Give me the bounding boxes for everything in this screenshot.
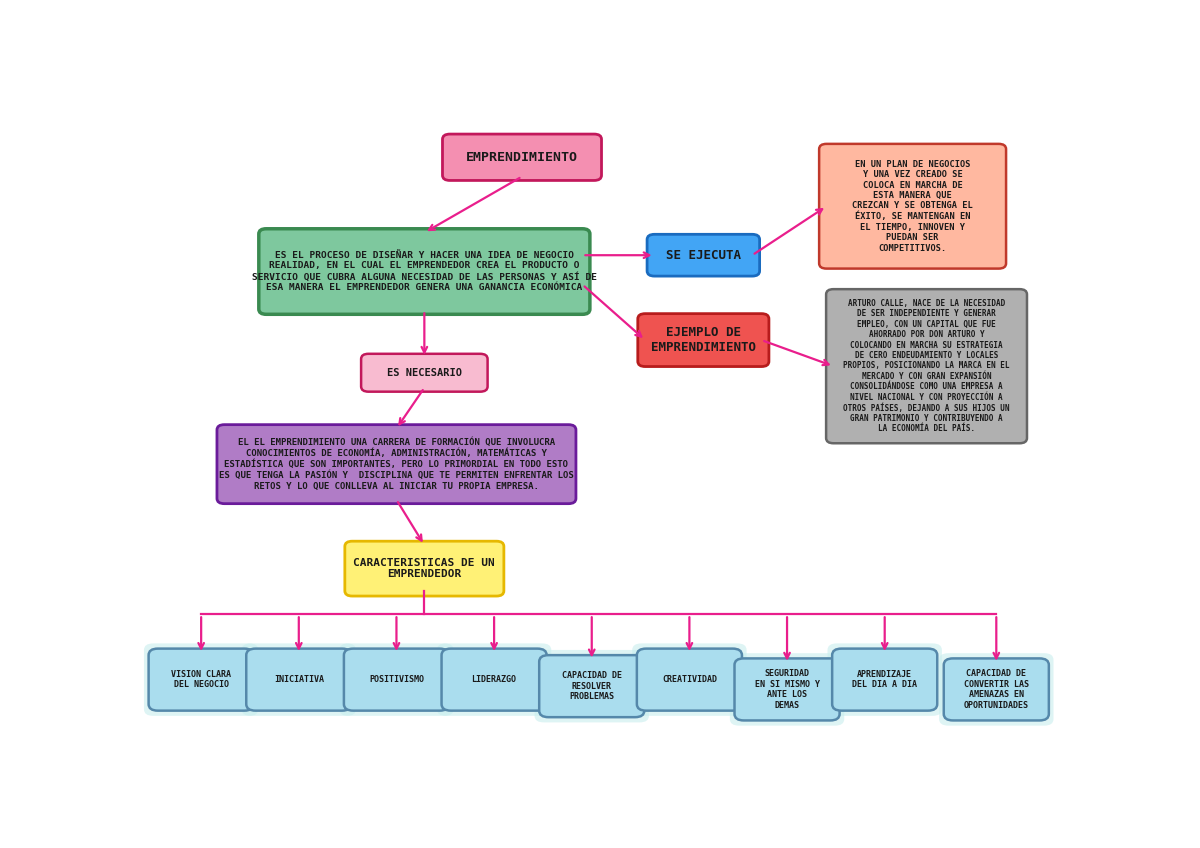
Text: INICIATIVA: INICIATIVA bbox=[274, 675, 324, 684]
FancyBboxPatch shape bbox=[826, 289, 1027, 444]
FancyBboxPatch shape bbox=[820, 144, 1006, 269]
FancyBboxPatch shape bbox=[344, 541, 504, 596]
FancyBboxPatch shape bbox=[149, 649, 253, 711]
FancyBboxPatch shape bbox=[259, 229, 590, 315]
FancyBboxPatch shape bbox=[632, 644, 746, 716]
FancyBboxPatch shape bbox=[443, 134, 601, 181]
FancyBboxPatch shape bbox=[534, 650, 649, 722]
Text: CAPACIDAD DE
RESOLVER
PROBLEMAS: CAPACIDAD DE RESOLVER PROBLEMAS bbox=[562, 672, 622, 701]
FancyBboxPatch shape bbox=[734, 658, 840, 721]
FancyBboxPatch shape bbox=[943, 658, 1049, 721]
FancyBboxPatch shape bbox=[361, 354, 487, 392]
Text: CARACTERISTICAS DE UN
EMPRENDEDOR: CARACTERISTICAS DE UN EMPRENDEDOR bbox=[354, 558, 496, 579]
FancyBboxPatch shape bbox=[940, 653, 1054, 726]
Text: POSITIVISMO: POSITIVISMO bbox=[368, 675, 424, 684]
Text: ES EL PROCESO DE DISEÑAR Y HACER UNA IDEA DE NEGOCIO
REALIDAD, EN EL CUAL EL EMP: ES EL PROCESO DE DISEÑAR Y HACER UNA IDE… bbox=[252, 251, 596, 292]
Text: ARTURO CALLE, NACE DE LA NECESIDAD
DE SER INDEPENDIENTE Y GENERAR
EMPLEO, CON UN: ARTURO CALLE, NACE DE LA NECESIDAD DE SE… bbox=[844, 299, 1010, 433]
FancyBboxPatch shape bbox=[539, 656, 644, 717]
FancyBboxPatch shape bbox=[437, 644, 551, 716]
FancyBboxPatch shape bbox=[241, 644, 356, 716]
Text: APRENDIZAJE
DEL DIA A DIA: APRENDIZAJE DEL DIA A DIA bbox=[852, 670, 917, 689]
FancyBboxPatch shape bbox=[828, 644, 942, 716]
Text: EMPRENDIMIENTO: EMPRENDIMIENTO bbox=[466, 151, 578, 164]
FancyBboxPatch shape bbox=[730, 653, 845, 726]
Text: CREATIVIDAD: CREATIVIDAD bbox=[662, 675, 716, 684]
Text: SEGURIDAD
EN SI MISMO Y
ANTE LOS
DEMAS: SEGURIDAD EN SI MISMO Y ANTE LOS DEMAS bbox=[755, 669, 820, 710]
Text: SE EJECUTA: SE EJECUTA bbox=[666, 248, 740, 262]
Text: EJEMPLO DE
EMPRENDIMIENTO: EJEMPLO DE EMPRENDIMIENTO bbox=[650, 326, 756, 354]
FancyBboxPatch shape bbox=[442, 649, 547, 711]
FancyBboxPatch shape bbox=[246, 649, 352, 711]
Text: VISION CLARA
DEL NEGOCIO: VISION CLARA DEL NEGOCIO bbox=[172, 670, 232, 689]
Text: CAPACIDAD DE
CONVERTIR LAS
AMENAZAS EN
OPORTUNIDADES: CAPACIDAD DE CONVERTIR LAS AMENAZAS EN O… bbox=[964, 669, 1028, 710]
Text: LIDERAZGO: LIDERAZGO bbox=[472, 675, 517, 684]
FancyBboxPatch shape bbox=[217, 425, 576, 504]
Text: EN UN PLAN DE NEGOCIOS
Y UNA VEZ CREADO SE
COLOCA EN MARCHA DE
ESTA MANERA QUE
C: EN UN PLAN DE NEGOCIOS Y UNA VEZ CREADO … bbox=[852, 159, 973, 253]
Text: ES NECESARIO: ES NECESARIO bbox=[386, 368, 462, 377]
FancyBboxPatch shape bbox=[832, 649, 937, 711]
FancyBboxPatch shape bbox=[637, 649, 742, 711]
FancyBboxPatch shape bbox=[144, 644, 258, 716]
FancyBboxPatch shape bbox=[344, 649, 449, 711]
FancyBboxPatch shape bbox=[340, 644, 454, 716]
FancyBboxPatch shape bbox=[637, 314, 769, 366]
FancyBboxPatch shape bbox=[647, 234, 760, 276]
Text: EL EL EMPRENDIMIENTO UNA CARRERA DE FORMACIÓN QUE INVOLUCRA
CONOCIMIENTOS DE ECO: EL EL EMPRENDIMIENTO UNA CARRERA DE FORM… bbox=[220, 438, 574, 491]
